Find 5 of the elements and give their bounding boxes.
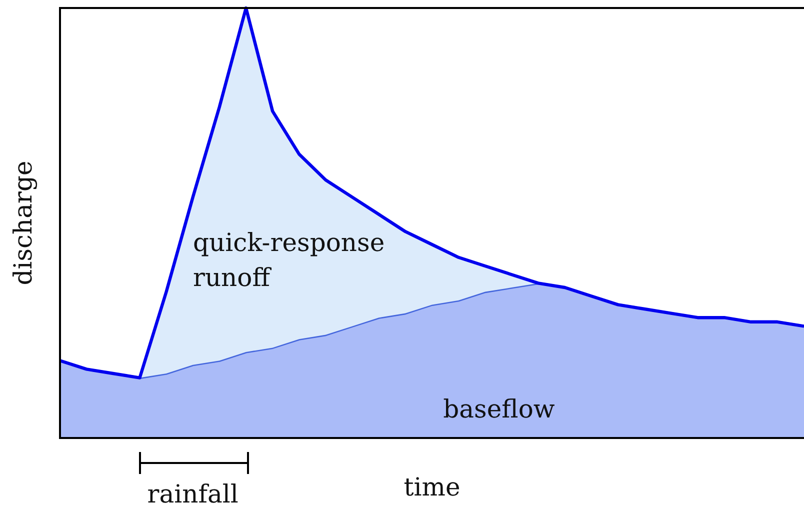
series-label: quick-response runoff <box>193 228 385 292</box>
series-label: baseflow <box>443 394 556 424</box>
text: rainfall <box>147 480 238 508</box>
y-axis-title: discharge <box>8 160 38 286</box>
x-axis-title: time <box>404 472 460 502</box>
